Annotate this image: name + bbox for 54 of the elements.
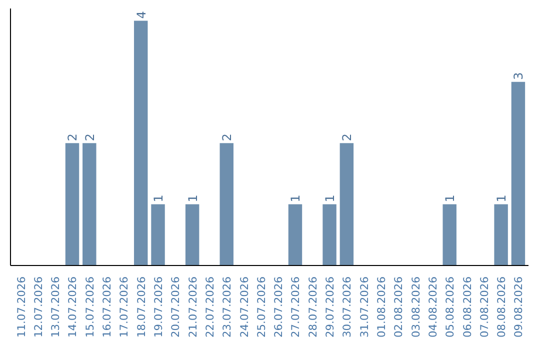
bar <box>151 204 165 266</box>
x-tick-label: 21.07.2026 <box>186 276 200 338</box>
bar <box>220 143 234 266</box>
x-tick-label: 24.07.2026 <box>238 276 251 338</box>
bar <box>134 20 148 266</box>
data-label: 4 <box>134 11 148 19</box>
data-label: 2 <box>66 133 80 142</box>
x-tick-label: 16.07.2026 <box>100 276 114 338</box>
x-tick-label: 03.08.2026 <box>409 276 422 338</box>
x-tick-label: 17.07.2026 <box>118 276 131 338</box>
bar <box>288 204 302 266</box>
x-tick-label: 28.07.2026 <box>306 276 320 338</box>
bar <box>494 204 508 266</box>
x-tick-label: 30.07.2026 <box>340 276 354 338</box>
x-tick-label: 27.07.2026 <box>289 276 302 338</box>
x-tick-label: 09.08.2026 <box>512 276 526 338</box>
data-label: 1 <box>152 194 166 202</box>
data-label: 3 <box>512 72 526 80</box>
data-label: 1 <box>494 194 509 202</box>
x-tick-label: 01.08.2026 <box>374 276 388 338</box>
x-tick-label: 31.07.2026 <box>358 276 371 338</box>
bar <box>442 204 456 266</box>
x-tick-label: 19.07.2026 <box>152 276 166 338</box>
bar <box>511 82 526 266</box>
x-tick-label: 22.07.2026 <box>203 276 216 338</box>
bar <box>82 143 96 266</box>
x-tick-label: 14.07.2026 <box>66 276 80 338</box>
data-label: 2 <box>220 133 234 142</box>
bar <box>322 204 336 266</box>
data-label: 1 <box>288 194 303 202</box>
bar <box>65 143 80 266</box>
x-tick-label: 29.07.2026 <box>324 276 337 338</box>
x-tick-label: 12.07.2026 <box>32 276 45 338</box>
data-label: 2 <box>82 133 97 142</box>
x-tick-label: 13.07.2026 <box>49 276 62 338</box>
x-tick-label: 02.08.2026 <box>392 276 406 338</box>
x-tick-label: 25.07.2026 <box>254 276 268 338</box>
x-tick-label: 26.07.2026 <box>272 276 286 338</box>
data-label: 1 <box>443 194 458 202</box>
x-tick-label: 08.08.2026 <box>495 276 508 338</box>
x-tick-label: 20.07.2026 <box>169 276 182 338</box>
bar <box>185 204 200 266</box>
data-label: 2 <box>340 133 354 142</box>
x-tick-label: 05.08.2026 <box>444 276 457 338</box>
data-label: 1 <box>186 194 200 202</box>
x-tick-label: 04.08.2026 <box>426 276 440 338</box>
x-tick-label: 07.08.2026 <box>478 276 491 338</box>
bar <box>340 143 354 266</box>
x-tick-label: 06.08.2026 <box>460 276 474 338</box>
x-tick-label: 23.07.2026 <box>220 276 234 338</box>
x-tick-label: 15.07.2026 <box>83 276 96 338</box>
x-tick-label: 18.07.2026 <box>134 276 148 338</box>
x-tick-label: 11.07.2026 <box>14 276 28 338</box>
data-label: 1 <box>323 194 338 202</box>
